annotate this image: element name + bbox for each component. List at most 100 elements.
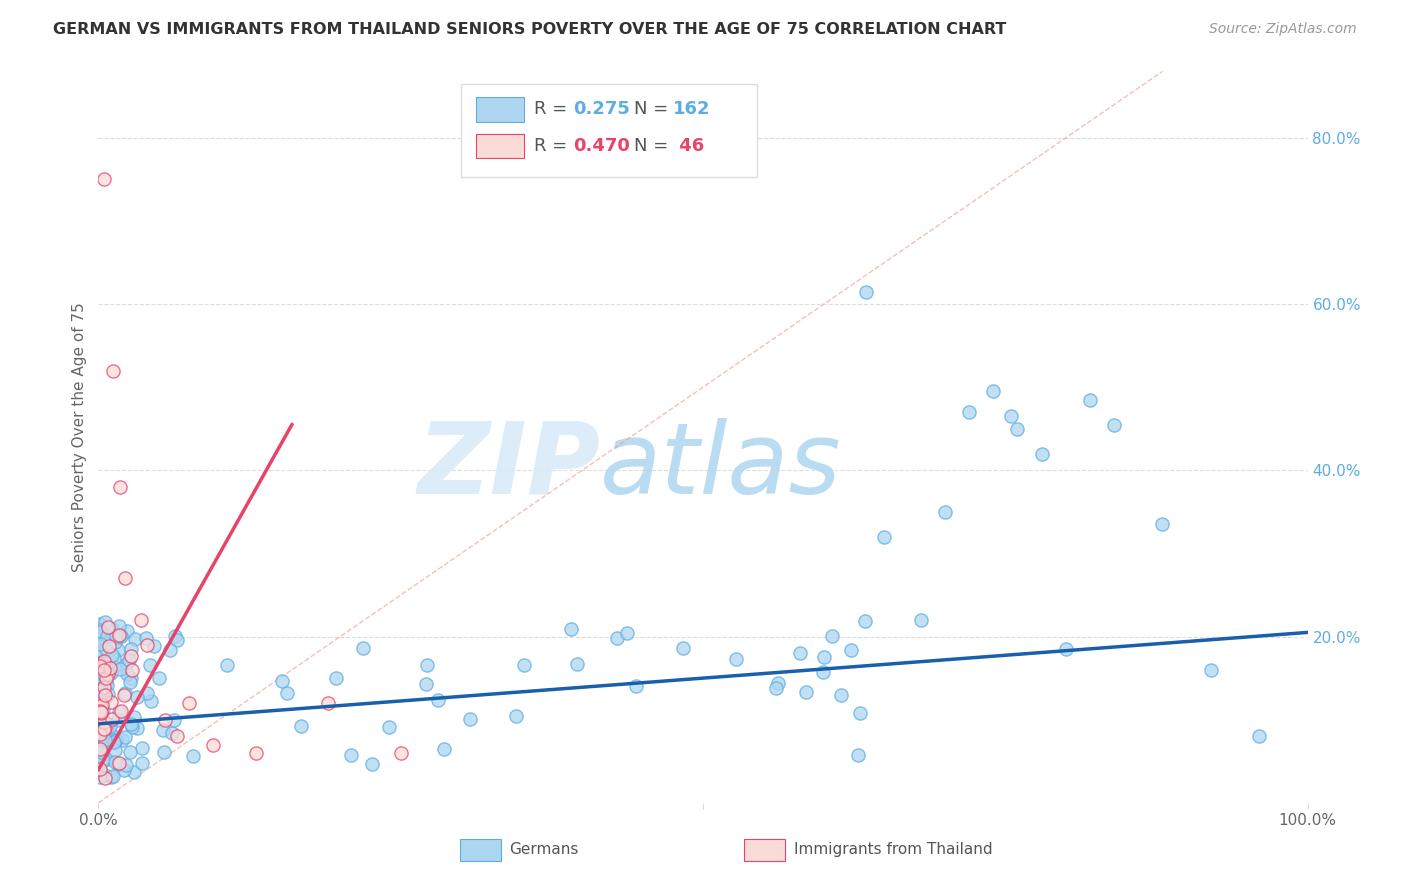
Point — [1000, 409, 1022, 424]
Point — [1102, 417, 1125, 432]
Point — [427, 693, 450, 707]
Point — [98, 664, 121, 678]
Point — [90, 662, 112, 676]
Point — [96, 715, 118, 730]
Point — [163, 713, 186, 727]
Point — [96, 629, 118, 643]
Text: R =: R = — [534, 137, 572, 155]
Point — [103, 733, 125, 747]
FancyBboxPatch shape — [744, 838, 785, 861]
Point — [794, 685, 817, 699]
Point — [181, 749, 204, 764]
Point — [107, 643, 129, 657]
Point — [118, 653, 141, 667]
Point — [855, 285, 877, 299]
Point — [107, 756, 129, 771]
Point — [724, 651, 747, 665]
Point — [135, 631, 157, 645]
Point — [202, 738, 225, 752]
Point — [98, 639, 121, 653]
Point — [97, 620, 120, 634]
Point — [98, 719, 121, 733]
Point — [93, 722, 115, 736]
Point — [90, 706, 112, 720]
Point — [121, 663, 143, 677]
Point — [91, 698, 114, 713]
Text: Germans: Germans — [509, 842, 579, 857]
Point — [789, 646, 811, 660]
Point — [96, 668, 118, 682]
Point — [89, 727, 111, 741]
Text: Immigrants from Thailand: Immigrants from Thailand — [793, 842, 993, 857]
Point — [89, 742, 111, 756]
Point — [93, 715, 115, 730]
Point — [96, 677, 118, 691]
Point — [94, 669, 117, 683]
Point — [114, 571, 136, 585]
Point — [139, 693, 162, 707]
Point — [160, 726, 183, 740]
Point — [101, 363, 124, 377]
Point — [91, 656, 114, 670]
Point — [90, 627, 112, 641]
Point — [89, 658, 111, 673]
Point — [89, 770, 111, 784]
Point — [512, 658, 534, 673]
Point — [93, 754, 115, 768]
Point — [107, 630, 129, 644]
Point — [115, 657, 138, 671]
Point — [104, 743, 127, 757]
Point — [96, 665, 118, 679]
FancyBboxPatch shape — [460, 838, 501, 861]
Point — [90, 699, 112, 714]
Point — [101, 648, 124, 662]
Point — [89, 617, 111, 632]
Point — [90, 736, 112, 750]
Point — [104, 733, 127, 747]
Point — [131, 756, 153, 771]
Point — [127, 721, 149, 735]
Point — [505, 708, 527, 723]
Point — [361, 757, 384, 772]
Point — [873, 530, 896, 544]
Point — [118, 745, 141, 759]
Point — [103, 650, 125, 665]
Point — [89, 747, 111, 762]
Point — [624, 679, 647, 693]
Point — [120, 675, 142, 690]
Point — [96, 717, 118, 731]
Point — [90, 669, 112, 683]
Point — [142, 639, 165, 653]
Point — [159, 643, 181, 657]
Point — [89, 684, 111, 698]
Point — [89, 644, 111, 658]
Text: 46: 46 — [672, 137, 704, 155]
FancyBboxPatch shape — [461, 84, 758, 178]
Point — [89, 692, 111, 706]
Point — [89, 623, 111, 637]
Point — [1054, 642, 1077, 657]
Point — [114, 757, 136, 772]
Point — [120, 641, 142, 656]
Point — [560, 623, 582, 637]
Point — [120, 717, 142, 731]
Point — [153, 713, 176, 727]
Point — [148, 671, 170, 685]
Point — [853, 615, 876, 629]
Point — [1078, 392, 1101, 407]
Text: R =: R = — [534, 101, 572, 119]
Point — [606, 632, 628, 646]
Point — [110, 629, 132, 643]
Point — [120, 671, 142, 685]
Point — [122, 710, 145, 724]
Point — [389, 746, 412, 760]
Point — [91, 713, 114, 727]
Point — [94, 690, 117, 705]
Text: 162: 162 — [672, 101, 710, 119]
Point — [90, 732, 112, 747]
Point — [91, 633, 114, 648]
Point — [91, 741, 114, 756]
Point — [96, 674, 118, 689]
Point — [153, 746, 176, 760]
FancyBboxPatch shape — [475, 97, 524, 122]
